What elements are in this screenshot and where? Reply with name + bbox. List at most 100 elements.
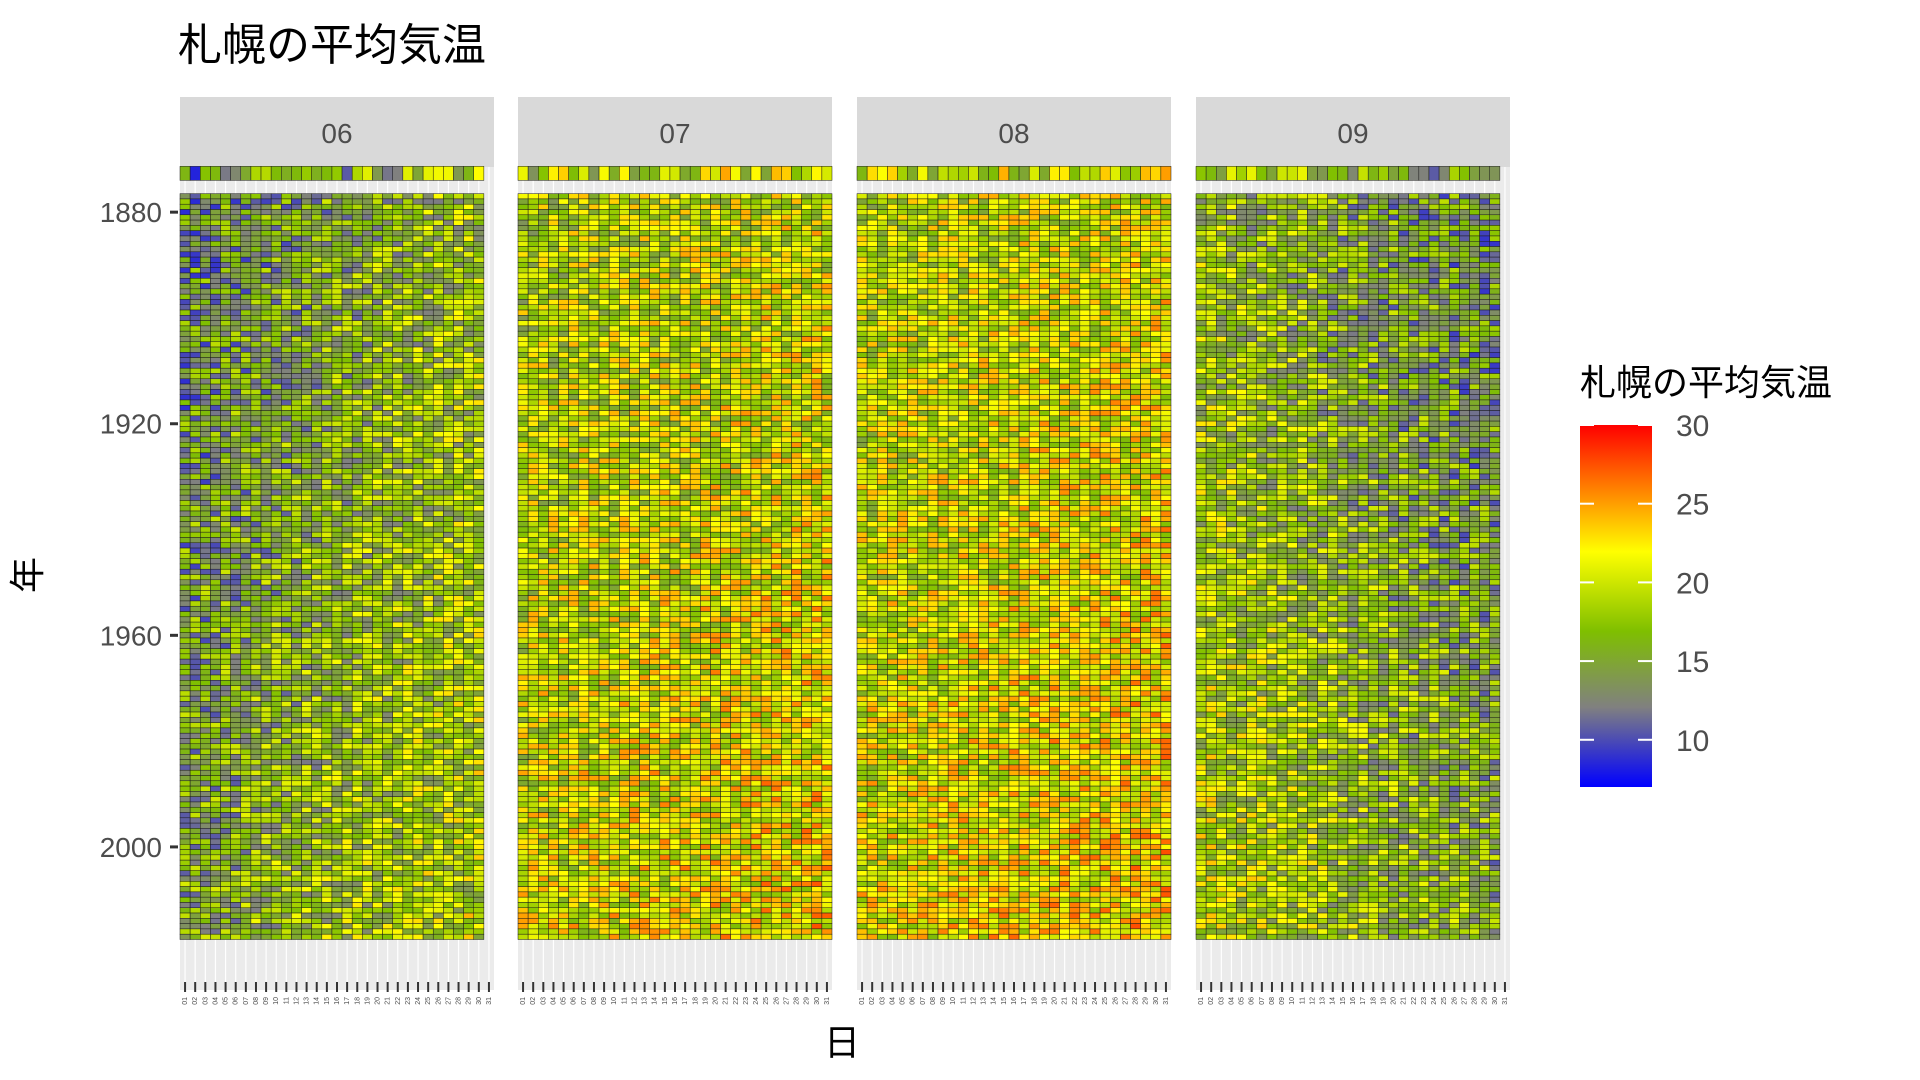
heatmap-cell: [538, 203, 549, 210]
heatmap-cell: [210, 272, 221, 279]
heatmap-cell: [281, 505, 292, 512]
heatmap-cell: [473, 336, 485, 343]
heatmap-cell: [260, 637, 272, 644]
heatmap-cell: [311, 304, 323, 311]
heatmap-cell: [250, 859, 262, 866]
heatmap-cell: [210, 225, 221, 231]
heatmap-cell: [392, 891, 404, 898]
heatmap-cell: [331, 537, 343, 544]
heatmap-cell: [260, 299, 272, 305]
heatmap-cell: [453, 600, 464, 607]
heatmap-cell: [473, 320, 485, 327]
heatmap-cell: [679, 225, 691, 231]
heatmap-cell: [200, 193, 211, 200]
heatmap-cell: [412, 680, 424, 686]
heatmap-cell: [382, 648, 393, 655]
heatmap-cell: [230, 309, 242, 316]
heatmap-cell: [679, 235, 691, 242]
heatmap-cell: [210, 886, 221, 893]
heatmap-cell: [200, 701, 211, 707]
heatmap-cell: [453, 722, 464, 729]
heatmap-cell: [351, 272, 363, 279]
heatmap-cell: [331, 272, 343, 279]
heatmap-cell: [821, 241, 833, 247]
heatmap-cell: [189, 553, 201, 559]
heatmap-cell: [422, 928, 434, 935]
heatmap-cell: [473, 394, 485, 401]
heatmap-cell: [220, 389, 231, 395]
heatmap-cell: [473, 352, 485, 358]
heatmap-cell: [331, 616, 343, 623]
heatmap-cell: [260, 547, 272, 554]
heatmap-cell: [311, 923, 323, 930]
heatmap-cell: [260, 510, 272, 517]
heatmap-cell: [443, 209, 454, 216]
heatmap-cell: [720, 283, 731, 290]
heatmap-cell: [321, 764, 333, 771]
heatmap-cell: [412, 516, 424, 522]
heatmap-cell: [392, 933, 404, 940]
heatmap-cell: [270, 627, 282, 633]
heatmap-cell: [517, 251, 529, 258]
heatmap-cell: [402, 743, 414, 750]
heatmap-cell: [700, 214, 711, 221]
heatmap-cell: [801, 198, 812, 205]
heatmap-cell: [443, 844, 454, 850]
heatmap-cell: [639, 256, 650, 263]
heatmap-cell: [321, 336, 333, 343]
heatmap-cell: [527, 203, 539, 210]
heatmap-cell: [240, 309, 252, 316]
heatmap-cell: [179, 352, 191, 358]
heatmap-cell: [321, 701, 333, 707]
heatmap-cell: [382, 362, 393, 369]
heatmap-cell: [422, 637, 434, 644]
heatmap-cell: [240, 775, 252, 782]
heatmap-cell: [351, 674, 363, 681]
heatmap-cell: [331, 352, 343, 358]
heatmap-cell: [463, 230, 474, 237]
heatmap-cell: [200, 806, 211, 813]
heatmap-cell: [382, 701, 393, 707]
heatmap-cell: [230, 531, 242, 538]
heatmap-cell: [372, 473, 383, 480]
heatmap-cell: [639, 241, 650, 247]
heatmap-cell: [382, 584, 393, 591]
heatmap-cell: [443, 341, 454, 348]
heatmap-cell: [689, 256, 701, 263]
heatmap-cell: [568, 166, 580, 181]
heatmap-cell: [301, 907, 312, 914]
heatmap-cell: [821, 193, 833, 200]
heatmap-cell: [331, 320, 343, 327]
heatmap-cell: [770, 198, 782, 205]
heatmap-cell: [200, 484, 211, 491]
heatmap-cell: [270, 669, 282, 676]
heatmap-cell: [412, 711, 424, 718]
heatmap-cell: [801, 209, 812, 216]
heatmap-cell: [649, 198, 661, 205]
heatmap-cell: [473, 859, 485, 866]
heatmap-cell: [382, 674, 393, 681]
heatmap-cell: [230, 886, 242, 893]
heatmap-cell: [321, 484, 333, 491]
heatmap-cell: [189, 484, 201, 491]
heatmap-cell: [260, 304, 272, 311]
heatmap-cell: [432, 833, 444, 840]
heatmap-cell: [301, 918, 312, 924]
heatmap-cell: [392, 711, 404, 718]
heatmap-cell: [351, 769, 363, 776]
heatmap-cell: [463, 637, 474, 644]
heatmap-cell: [382, 695, 393, 702]
heatmap-cell: [432, 415, 444, 422]
heatmap-cell: [200, 203, 211, 210]
heatmap-cell: [710, 235, 721, 242]
heatmap-cell: [463, 854, 474, 861]
heatmap-cell: [362, 902, 373, 909]
heatmap-cell: [362, 801, 373, 808]
heatmap-cell: [240, 542, 252, 549]
heatmap-cell: [362, 357, 373, 364]
heatmap-cell: [311, 256, 323, 263]
heatmap-cell: [189, 838, 201, 845]
heatmap-cell: [179, 658, 191, 665]
heatmap-cell: [341, 235, 353, 242]
heatmap-cell: [527, 278, 539, 284]
